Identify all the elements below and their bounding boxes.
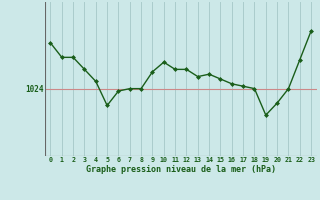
X-axis label: Graphe pression niveau de la mer (hPa): Graphe pression niveau de la mer (hPa) bbox=[86, 165, 276, 174]
